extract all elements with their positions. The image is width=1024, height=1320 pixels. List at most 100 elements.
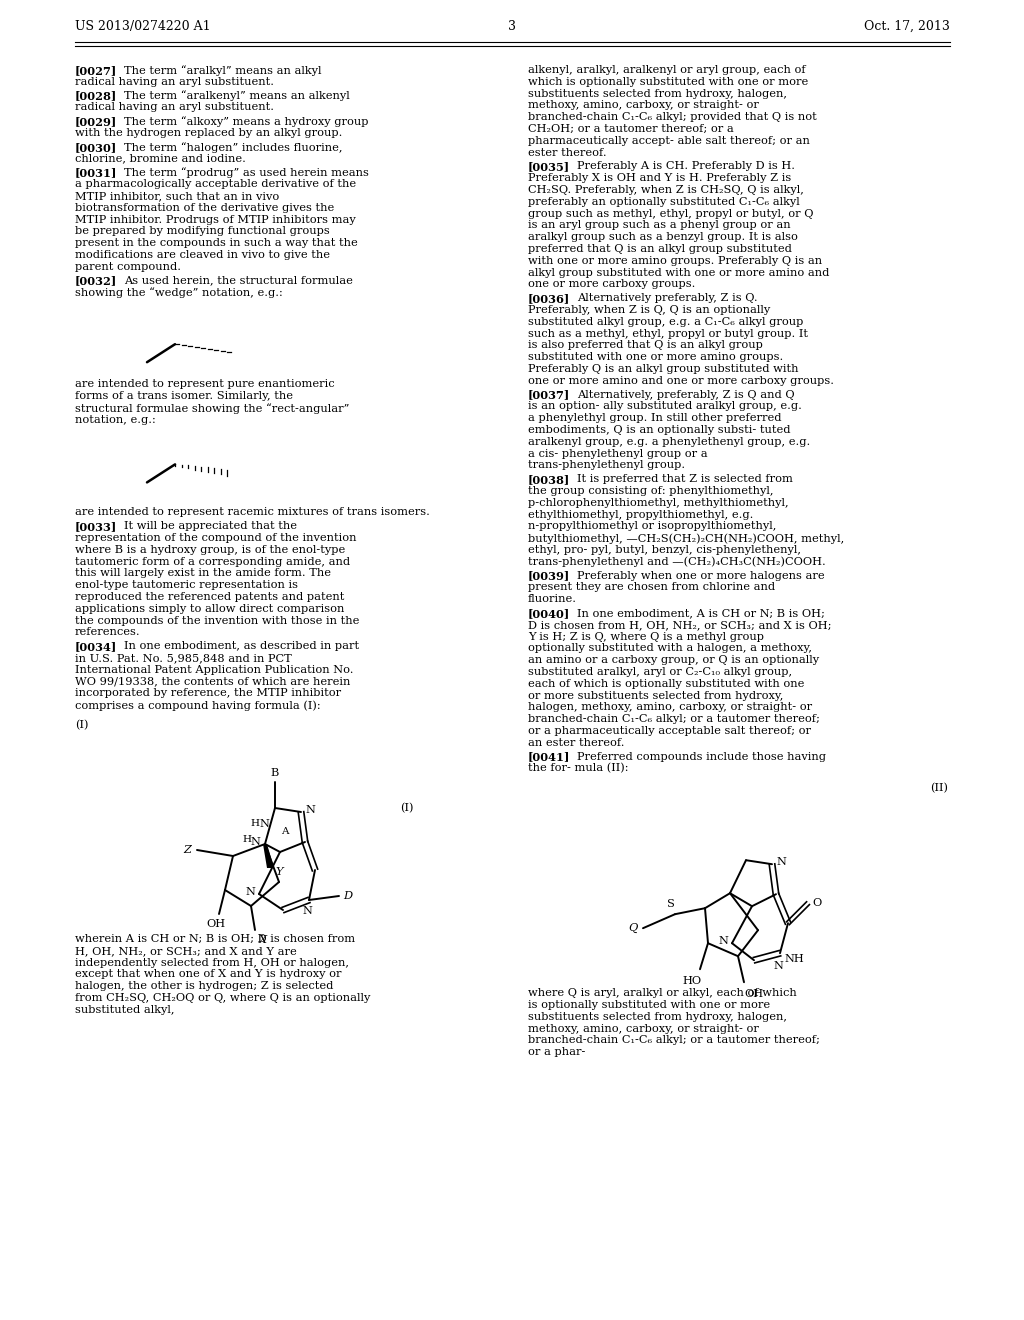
Text: O: O — [812, 898, 821, 908]
Text: applications simply to allow direct comparison: applications simply to allow direct comp… — [75, 603, 344, 614]
Text: are intended to represent pure enantiomeric: are intended to represent pure enantiome… — [75, 379, 335, 389]
Text: substituents selected from hydroxy, halogen,: substituents selected from hydroxy, halo… — [528, 88, 787, 99]
Text: N: N — [718, 936, 728, 946]
Text: OH: OH — [207, 919, 225, 929]
Text: from CH₂SQ, CH₂OQ or Q, where Q is an optionally: from CH₂SQ, CH₂OQ or Q, where Q is an op… — [75, 993, 371, 1003]
Text: [0035]: [0035] — [528, 161, 570, 173]
Text: [0028]: [0028] — [75, 91, 118, 102]
Text: Q: Q — [629, 923, 638, 933]
Text: or more substituents selected from hydroxy,: or more substituents selected from hydro… — [528, 690, 783, 701]
Text: (I): (I) — [400, 803, 414, 813]
Text: except that when one of X and Y is hydroxy or: except that when one of X and Y is hydro… — [75, 969, 341, 979]
Text: B: B — [270, 768, 280, 777]
Text: N: N — [302, 906, 312, 916]
Text: The term “prodrug” as used herein means: The term “prodrug” as used herein means — [124, 168, 369, 178]
Text: pharmaceutically accept- able salt thereof; or an: pharmaceutically accept- able salt there… — [528, 136, 810, 145]
Text: branched-chain C₁-C₆ alkyl; provided that Q is not: branched-chain C₁-C₆ alkyl; provided tha… — [528, 112, 817, 123]
Text: Y is H; Z is Q, where Q is a methyl group: Y is H; Z is Q, where Q is a methyl grou… — [528, 631, 764, 642]
Text: The term “aralkenyl” means an alkenyl: The term “aralkenyl” means an alkenyl — [124, 91, 350, 102]
Text: US 2013/0274220 A1: US 2013/0274220 A1 — [75, 20, 211, 33]
Text: N: N — [305, 805, 315, 814]
Text: (I): (I) — [75, 719, 88, 730]
Text: N: N — [250, 837, 260, 847]
Text: [0036]: [0036] — [528, 293, 570, 304]
Text: The term “halogen” includes fluorine,: The term “halogen” includes fluorine, — [124, 141, 343, 153]
Text: are intended to represent racemic mixtures of trans isomers.: are intended to represent racemic mixtur… — [75, 507, 430, 517]
Text: H, OH, NH₂, or SCH₃; and X and Y are: H, OH, NH₂, or SCH₃; and X and Y are — [75, 946, 297, 956]
Text: branched-chain C₁-C₆ alkyl; or a tautomer thereof;: branched-chain C₁-C₆ alkyl; or a tautome… — [528, 1035, 820, 1045]
Text: independently selected from H, OH or halogen,: independently selected from H, OH or hal… — [75, 957, 349, 968]
Text: It is preferred that Z is selected from: It is preferred that Z is selected from — [578, 474, 793, 484]
Text: aralkyl group such as a benzyl group. It is also: aralkyl group such as a benzyl group. It… — [528, 232, 798, 242]
Text: radical having an aryl substituent.: radical having an aryl substituent. — [75, 103, 274, 112]
Text: H: H — [251, 820, 259, 829]
Text: incorporated by reference, the MTIP inhibitor: incorporated by reference, the MTIP inhi… — [75, 689, 341, 698]
Text: representation of the compound of the invention: representation of the compound of the in… — [75, 533, 356, 543]
Text: A: A — [282, 828, 289, 836]
Text: CH₂OH; or a tautomer thereof; or a: CH₂OH; or a tautomer thereof; or a — [528, 124, 734, 135]
Text: MTIP inhibitor, such that an in vivo: MTIP inhibitor, such that an in vivo — [75, 191, 280, 201]
Text: radical having an aryl substituent.: radical having an aryl substituent. — [75, 77, 274, 87]
Text: [0040]: [0040] — [528, 609, 570, 619]
Text: D is chosen from H, OH, NH₂, or SCH₃; and X is OH;: D is chosen from H, OH, NH₂, or SCH₃; an… — [528, 620, 831, 630]
Text: which is optionally substituted with one or more: which is optionally substituted with one… — [528, 77, 808, 87]
Text: reproduced the referenced patents and patent: reproduced the referenced patents and pa… — [75, 591, 344, 602]
Text: biotransformation of the derivative gives the: biotransformation of the derivative give… — [75, 203, 334, 213]
Text: CH₂SQ. Preferably, when Z is CH₂SQ, Q is alkyl,: CH₂SQ. Preferably, when Z is CH₂SQ, Q is… — [528, 185, 804, 195]
Text: substituted with one or more amino groups.: substituted with one or more amino group… — [528, 352, 783, 362]
Text: [0039]: [0039] — [528, 570, 570, 582]
Text: this will largely exist in the amide form. The: this will largely exist in the amide for… — [75, 569, 331, 578]
Text: each of which is optionally substituted with one: each of which is optionally substituted … — [528, 678, 805, 689]
Text: preferably an optionally substituted C₁-C₆ alkyl: preferably an optionally substituted C₁-… — [528, 197, 800, 207]
Text: Oct. 17, 2013: Oct. 17, 2013 — [864, 20, 950, 33]
Text: [0034]: [0034] — [75, 642, 118, 652]
Text: Alternatively preferably, Z is Q.: Alternatively preferably, Z is Q. — [578, 293, 758, 304]
Text: is also preferred that Q is an alkyl group: is also preferred that Q is an alkyl gro… — [528, 341, 763, 350]
Text: N: N — [245, 887, 255, 898]
Text: branched-chain C₁-C₆ alkyl; or a tautomer thereof;: branched-chain C₁-C₆ alkyl; or a tautome… — [528, 714, 820, 725]
Text: Preferably when one or more halogens are: Preferably when one or more halogens are — [578, 570, 824, 581]
Text: wherein A is CH or N; B is OH; D is chosen from: wherein A is CH or N; B is OH; D is chos… — [75, 935, 355, 944]
Text: halogen, methoxy, amino, carboxy, or straight- or: halogen, methoxy, amino, carboxy, or str… — [528, 702, 812, 713]
Text: where B is a hydroxy group, is of the enol-type: where B is a hydroxy group, is of the en… — [75, 545, 345, 554]
Text: S: S — [667, 899, 675, 909]
Text: in U.S. Pat. No. 5,985,848 and in PCT: in U.S. Pat. No. 5,985,848 and in PCT — [75, 653, 292, 663]
Text: present in the compounds in such a way that the: present in the compounds in such a way t… — [75, 238, 357, 248]
Text: methoxy, amino, carboxy, or straight- or: methoxy, amino, carboxy, or straight- or — [528, 100, 759, 111]
Text: tautomeric form of a corresponding amide, and: tautomeric form of a corresponding amide… — [75, 557, 350, 566]
Text: enol-type tautomeric representation is: enol-type tautomeric representation is — [75, 581, 298, 590]
Text: trans-phenylethenyl and —(CH₂)₄CH₃C(NH₂)COOH.: trans-phenylethenyl and —(CH₂)₄CH₃C(NH₂)… — [528, 557, 825, 568]
Text: Preferred compounds include those having: Preferred compounds include those having — [578, 751, 826, 762]
Text: one or more amino and one or more carboxy groups.: one or more amino and one or more carbox… — [528, 376, 834, 385]
Text: ethylthiomethyl, propylthiomethyl, e.g.: ethylthiomethyl, propylthiomethyl, e.g. — [528, 510, 754, 520]
Text: The term “aralkyl” means an alkyl: The term “aralkyl” means an alkyl — [124, 65, 322, 75]
Text: a phenylethyl group. In still other preferred: a phenylethyl group. In still other pref… — [528, 413, 781, 424]
Text: Alternatively, preferably, Z is Q and Q: Alternatively, preferably, Z is Q and Q — [578, 389, 795, 400]
Text: Preferably A is CH. Preferably D is H.: Preferably A is CH. Preferably D is H. — [578, 161, 796, 172]
Text: In one embodiment, as described in part: In one embodiment, as described in part — [124, 642, 359, 651]
Text: be prepared by modifying functional groups: be prepared by modifying functional grou… — [75, 227, 330, 236]
Text: comprises a compound having formula (I):: comprises a compound having formula (I): — [75, 700, 321, 710]
Text: modifications are cleaved in vivo to give the: modifications are cleaved in vivo to giv… — [75, 249, 330, 260]
Text: substituted aralkyl, aryl or C₂-C₁₀ alkyl group,: substituted aralkyl, aryl or C₂-C₁₀ alky… — [528, 667, 793, 677]
Text: present they are chosen from chlorine and: present they are chosen from chlorine an… — [528, 582, 775, 593]
Text: the group consisting of: phenylthiomethyl,: the group consisting of: phenylthiomethy… — [528, 486, 773, 496]
Text: chlorine, bromine and iodine.: chlorine, bromine and iodine. — [75, 153, 246, 164]
Text: embodiments, Q is an optionally substi- tuted: embodiments, Q is an optionally substi- … — [528, 425, 791, 436]
Text: The term “alkoxy” means a hydroxy group: The term “alkoxy” means a hydroxy group — [124, 116, 369, 127]
Text: It will be appreciated that the: It will be appreciated that the — [124, 521, 297, 531]
Text: aralkenyl group, e.g. a phenylethenyl group, e.g.: aralkenyl group, e.g. a phenylethenyl gr… — [528, 437, 810, 446]
Text: NH: NH — [784, 954, 804, 964]
Text: [0033]: [0033] — [75, 521, 118, 532]
Text: [0038]: [0038] — [528, 474, 570, 486]
Text: butylthiomethyl, —CH₂S(CH₂)₂CH(NH₂)COOH, methyl,: butylthiomethyl, —CH₂S(CH₂)₂CH(NH₂)COOH,… — [528, 533, 844, 544]
Text: [0029]: [0029] — [75, 116, 118, 127]
Text: X: X — [259, 935, 267, 945]
Text: [0032]: [0032] — [75, 276, 118, 286]
Text: 3: 3 — [508, 20, 516, 33]
Polygon shape — [263, 843, 274, 869]
Text: alkyl group substituted with one or more amino and: alkyl group substituted with one or more… — [528, 268, 829, 277]
Text: MTIP inhibitor. Prodrugs of MTIP inhibitors may: MTIP inhibitor. Prodrugs of MTIP inhibit… — [75, 215, 355, 224]
Text: methoxy, amino, carboxy, or straight- or: methoxy, amino, carboxy, or straight- or — [528, 1023, 759, 1034]
Text: p-chlorophenylthiomethyl, methylthiomethyl,: p-chlorophenylthiomethyl, methylthiometh… — [528, 498, 788, 508]
